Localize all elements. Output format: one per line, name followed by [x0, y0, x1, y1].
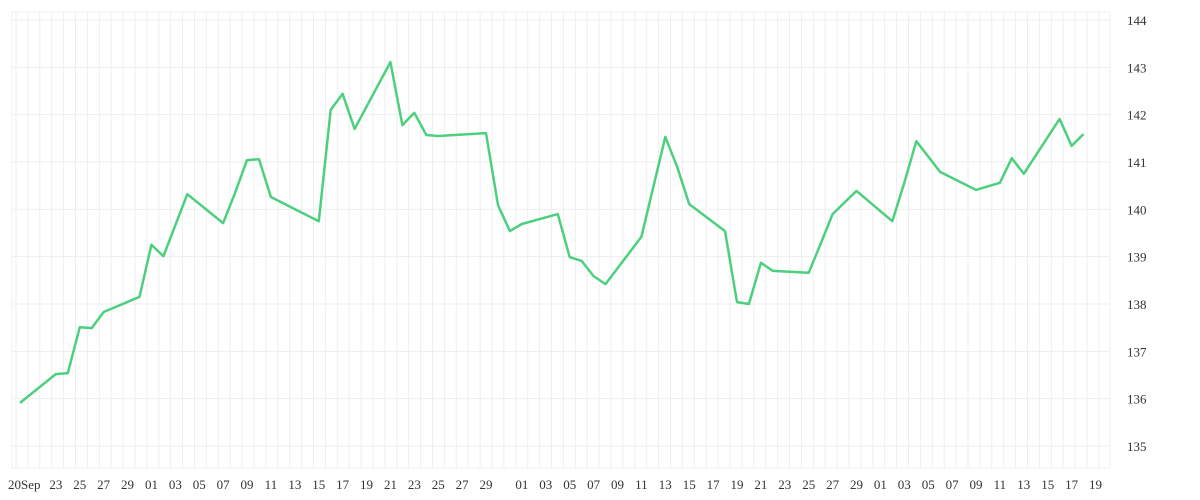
x-tick-label: 27	[97, 477, 111, 492]
x-tick-label: 13	[1017, 477, 1030, 492]
x-tick-label: 09	[241, 477, 254, 492]
x-tick-label: 01	[145, 477, 158, 492]
plot-area	[11, 11, 1111, 469]
y-tick-label: 139	[1127, 250, 1147, 265]
x-tick-label: 27	[826, 477, 840, 492]
x-tick-label: 19	[1089, 477, 1102, 492]
x-tick-label: 23	[49, 477, 62, 492]
x-tick-label: 15	[683, 477, 696, 492]
y-tick-label: 143	[1127, 60, 1147, 75]
x-tick-label: 17	[336, 477, 350, 492]
x-tick-label: 17	[707, 477, 721, 492]
y-axis: 135 136 137 138 139 140 141 142 143 144	[1127, 13, 1147, 454]
x-tick-label: 07	[217, 477, 231, 492]
x-tick-label: 21	[384, 477, 397, 492]
x-tick-label: 07	[587, 477, 601, 492]
grid	[11, 11, 1111, 469]
x-tick-label: 09	[611, 477, 624, 492]
x-tick-label: 13	[288, 477, 301, 492]
x-tick-label: 19	[731, 477, 744, 492]
x-tick-label: 13	[659, 477, 672, 492]
x-tick-label: 15	[312, 477, 325, 492]
x-tick-label: 03	[169, 477, 182, 492]
x-tick-label: 11	[265, 477, 278, 492]
x-tick-label: 07	[946, 477, 960, 492]
y-tick-label: 142	[1127, 108, 1147, 123]
x-tick-label: 23	[778, 477, 791, 492]
x-tick-label: 19	[360, 477, 373, 492]
x-tick-label: 29	[121, 477, 134, 492]
x-tick-label: 05	[563, 477, 576, 492]
y-tick-label: 141	[1127, 155, 1147, 170]
x-tick-label: 21	[754, 477, 767, 492]
x-tick-label: 25	[802, 477, 815, 492]
y-tick-label: 140	[1127, 202, 1147, 217]
y-tick-label: 137	[1127, 344, 1147, 359]
x-tick-label: 03	[898, 477, 911, 492]
x-tick-label: 11	[994, 477, 1007, 492]
y-tick-label: 144	[1127, 13, 1147, 28]
x-tick-label: 29	[850, 477, 863, 492]
x-tick-label: 25	[432, 477, 445, 492]
x-tick-label: 01	[515, 477, 528, 492]
x-tick-label: 25	[73, 477, 86, 492]
x-tick-label: 20Sep	[8, 477, 41, 492]
x-tick-label: 01	[874, 477, 887, 492]
x-axis: 20Sep 23 25 27 29 01 03 05 07 09 11 13 15 17 19 21 23 25 2…	[8, 477, 1102, 492]
y-tick-label: 138	[1127, 297, 1147, 312]
x-tick-label: 05	[193, 477, 206, 492]
x-tick-label: 17	[1065, 477, 1079, 492]
x-tick-label: 15	[1041, 477, 1054, 492]
x-tick-label: 05	[922, 477, 935, 492]
x-tick-label: 23	[408, 477, 421, 492]
x-tick-label: 29	[480, 477, 493, 492]
x-tick-label: 27	[456, 477, 470, 492]
x-tick-label: 11	[635, 477, 648, 492]
y-tick-label: 136	[1127, 392, 1147, 407]
x-tick-label: 03	[539, 477, 552, 492]
x-tick-label: 09	[970, 477, 983, 492]
price-line	[19, 60, 1085, 404]
y-tick-label: 135	[1127, 439, 1147, 454]
